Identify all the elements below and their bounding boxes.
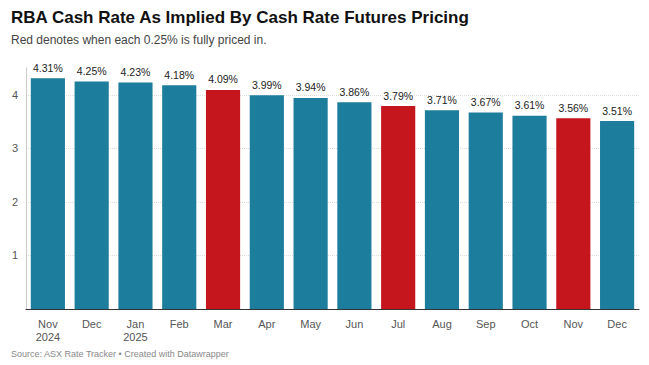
svg-text:May: May xyxy=(300,318,321,330)
svg-text:Dec: Dec xyxy=(82,318,102,330)
svg-text:Mar: Mar xyxy=(214,318,233,330)
svg-text:Jun: Jun xyxy=(346,318,364,330)
svg-text:4.23%: 4.23% xyxy=(121,66,151,78)
svg-text:1: 1 xyxy=(12,249,18,261)
svg-text:4: 4 xyxy=(12,89,18,101)
svg-text:3: 3 xyxy=(12,142,18,154)
svg-text:4.31%: 4.31% xyxy=(33,62,63,74)
svg-text:4.25%: 4.25% xyxy=(77,65,107,77)
svg-text:2024: 2024 xyxy=(36,331,60,343)
svg-text:Dec: Dec xyxy=(607,318,627,330)
svg-text:3.94%: 3.94% xyxy=(296,81,326,93)
svg-text:3.67%: 3.67% xyxy=(471,96,501,108)
svg-text:2025: 2025 xyxy=(123,331,147,343)
svg-text:Source: ASX Rate Tracker • Cre: Source: ASX Rate Tracker • Created with … xyxy=(11,349,229,359)
svg-text:RBA Cash Rate As Implied By Ca: RBA Cash Rate As Implied By Cash Rate Fu… xyxy=(11,8,469,27)
svg-text:3.56%: 3.56% xyxy=(558,102,588,114)
svg-text:Nov: Nov xyxy=(564,318,584,330)
svg-text:Sep: Sep xyxy=(476,318,496,330)
svg-text:Nov: Nov xyxy=(38,318,58,330)
svg-text:Red denotes when each 0.25% is: Red denotes when each 0.25% is fully pri… xyxy=(11,33,267,47)
svg-text:Jan: Jan xyxy=(127,318,145,330)
svg-text:3.51%: 3.51% xyxy=(602,105,632,117)
svg-text:2: 2 xyxy=(12,196,18,208)
svg-text:3.61%: 3.61% xyxy=(515,99,545,111)
svg-text:Aug: Aug xyxy=(432,318,452,330)
svg-text:Jul: Jul xyxy=(391,318,405,330)
svg-text:Feb: Feb xyxy=(170,318,189,330)
svg-text:4.09%: 4.09% xyxy=(208,73,238,85)
svg-text:Oct: Oct xyxy=(521,318,538,330)
svg-text:3.86%: 3.86% xyxy=(340,86,370,98)
svg-text:3.71%: 3.71% xyxy=(427,94,457,106)
svg-text:4.18%: 4.18% xyxy=(164,69,194,81)
svg-text:3.79%: 3.79% xyxy=(383,90,413,102)
svg-text:3.99%: 3.99% xyxy=(252,79,282,91)
svg-text:Apr: Apr xyxy=(258,318,275,330)
